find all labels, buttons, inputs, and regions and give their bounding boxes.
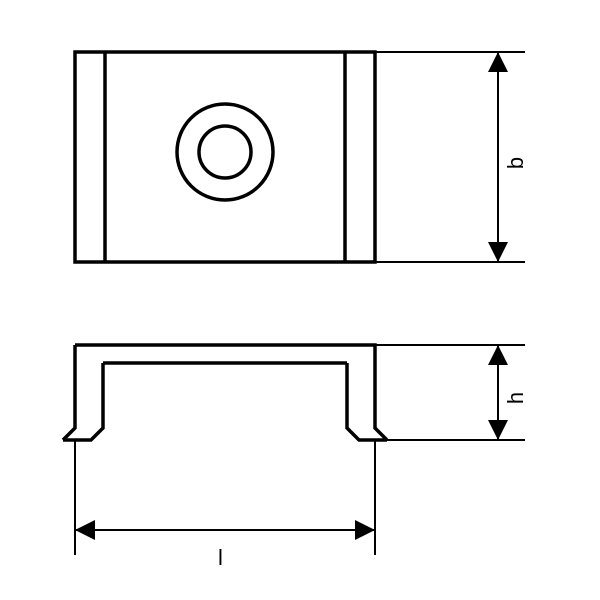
dimension-h-label: h: [503, 392, 529, 404]
side-view: [63, 345, 387, 440]
dimension-l-label: l: [218, 545, 223, 571]
dimension-b-label: b: [503, 157, 529, 169]
dimension-l: [75, 440, 375, 555]
drawing-canvas: [0, 0, 600, 600]
top-view: [75, 52, 375, 262]
